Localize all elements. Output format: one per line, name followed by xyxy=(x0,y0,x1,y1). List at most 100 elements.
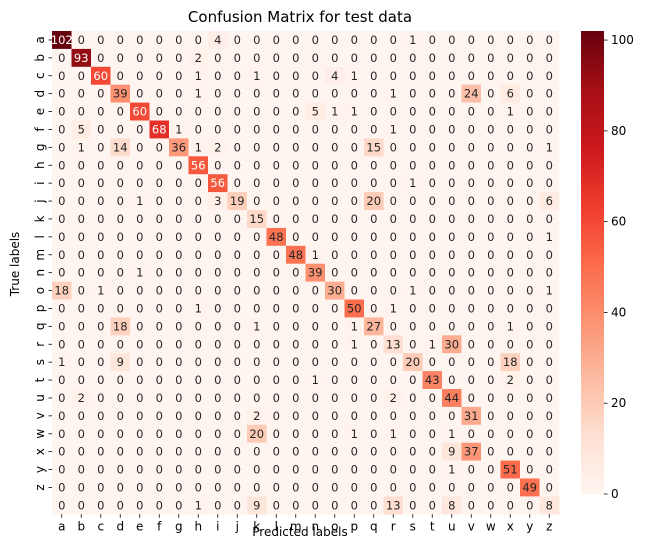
cell-value-label: 0 xyxy=(253,355,260,369)
cell-value-label: 0 xyxy=(156,194,163,208)
cell-value-label: 1 xyxy=(195,301,202,315)
heatmap-cell xyxy=(442,299,462,318)
heatmap-cell xyxy=(344,478,365,497)
y-tick-label: l xyxy=(33,235,47,238)
cell-value-label: 0 xyxy=(526,122,533,136)
cell-value-label: 0 xyxy=(331,463,338,477)
cell-value-label: 0 xyxy=(331,51,338,65)
heatmap-cell xyxy=(461,371,482,390)
cell-value-label: 0 xyxy=(312,33,319,47)
cell-value-label: 0 xyxy=(351,248,358,262)
heatmap-cell xyxy=(520,84,540,103)
heatmap-cell xyxy=(383,389,404,408)
heatmap-cell xyxy=(71,317,92,336)
heatmap-cell xyxy=(344,317,365,336)
heatmap-cell xyxy=(247,281,267,300)
cell-value-label: 0 xyxy=(234,140,241,154)
heatmap-cell xyxy=(325,424,345,443)
cell-value-label: 1 xyxy=(409,284,416,298)
cell-value-label: 0 xyxy=(331,391,338,405)
heatmap-cell xyxy=(149,174,170,193)
cell-value-label: 0 xyxy=(97,87,104,101)
cell-value-label: 0 xyxy=(273,51,280,65)
heatmap-cell xyxy=(286,442,306,461)
cell-value-label: 0 xyxy=(234,319,241,333)
heatmap-cell xyxy=(247,227,267,247)
cell-value-label: 0 xyxy=(390,248,397,262)
heatmap-cell xyxy=(227,227,248,247)
heatmap-cell xyxy=(461,192,482,211)
heatmap-cell xyxy=(403,120,423,139)
heatmap-cell xyxy=(442,389,462,408)
heatmap-cell xyxy=(208,31,228,50)
heatmap-cell xyxy=(52,442,72,461)
cell-value-label: 0 xyxy=(58,122,65,136)
heatmap-cell xyxy=(130,48,150,68)
heatmap-cell xyxy=(344,460,365,479)
cell-value-label: 0 xyxy=(97,194,104,208)
heatmap-cell xyxy=(344,371,365,390)
cell-value-label: 43 xyxy=(425,373,440,387)
cell-value-label: 0 xyxy=(136,373,143,387)
heatmap-cell xyxy=(266,263,287,282)
cell-value-label: 0 xyxy=(487,158,494,172)
cell-value-label: 0 xyxy=(429,69,436,83)
heatmap-cell xyxy=(520,48,540,68)
cell-value-label: 0 xyxy=(487,319,494,333)
cell-value-label: 0 xyxy=(546,337,553,351)
heatmap-cell xyxy=(383,442,404,461)
heatmap-cell xyxy=(344,210,365,229)
cell-value-label: 0 xyxy=(253,391,260,405)
heatmap-cell xyxy=(208,317,228,336)
cell-value-label: 0 xyxy=(234,498,241,512)
heatmap-cell xyxy=(520,424,540,443)
heatmap-cell xyxy=(344,245,365,264)
heatmap-cell xyxy=(169,84,189,103)
heatmap-cell xyxy=(149,406,170,426)
heatmap-cell xyxy=(130,120,150,139)
cell-value-label: 0 xyxy=(214,248,221,262)
cell-value-label: 0 xyxy=(312,445,319,459)
cell-value-label: 0 xyxy=(273,409,280,423)
heatmap-cell xyxy=(110,102,131,121)
heatmap-cell xyxy=(383,102,404,121)
heatmap-cell xyxy=(539,227,560,247)
heatmap-cell xyxy=(500,120,521,139)
heatmap-cell xyxy=(130,317,150,336)
heatmap-cell xyxy=(461,84,482,103)
heatmap-cell xyxy=(130,478,150,497)
cell-value-label: 0 xyxy=(214,409,221,423)
cell-value-label: 0 xyxy=(448,480,455,494)
heatmap-cell xyxy=(403,335,423,354)
cell-value-label: 0 xyxy=(175,409,182,423)
heatmap-cell xyxy=(71,120,92,139)
heatmap-cell xyxy=(71,66,92,85)
heatmap-cell xyxy=(520,192,540,211)
heatmap-cell xyxy=(481,48,501,68)
cell-value-label: 19 xyxy=(230,194,245,208)
cell-value-label: 1 xyxy=(331,105,338,119)
heatmap-cell xyxy=(130,174,150,193)
heatmap-cell xyxy=(71,335,92,354)
heatmap-cell xyxy=(481,442,501,461)
cell-value-label: 0 xyxy=(351,230,358,244)
y-tick-label: c xyxy=(33,72,47,79)
cell-value-label: 0 xyxy=(546,319,553,333)
heatmap-cell xyxy=(422,192,443,211)
heatmap-cell xyxy=(461,424,482,443)
cell-value-label: 2 xyxy=(507,373,514,387)
cell-value-label: 0 xyxy=(175,463,182,477)
heatmap-cell xyxy=(91,389,111,408)
cell-value-label: 0 xyxy=(253,158,260,172)
cell-value-label: 0 xyxy=(507,33,514,47)
colorbar-tick-label: 80 xyxy=(611,124,626,138)
heatmap-cell xyxy=(500,299,521,318)
heatmap-cell xyxy=(52,263,72,282)
cell-value-label: 0 xyxy=(214,212,221,226)
heatmap-cell xyxy=(500,353,521,372)
heatmap-cell xyxy=(266,192,287,211)
cell-value-label: 0 xyxy=(448,301,455,315)
heatmap-cell xyxy=(71,48,92,68)
heatmap-cell xyxy=(325,460,345,479)
cell-value-label: 0 xyxy=(429,248,436,262)
